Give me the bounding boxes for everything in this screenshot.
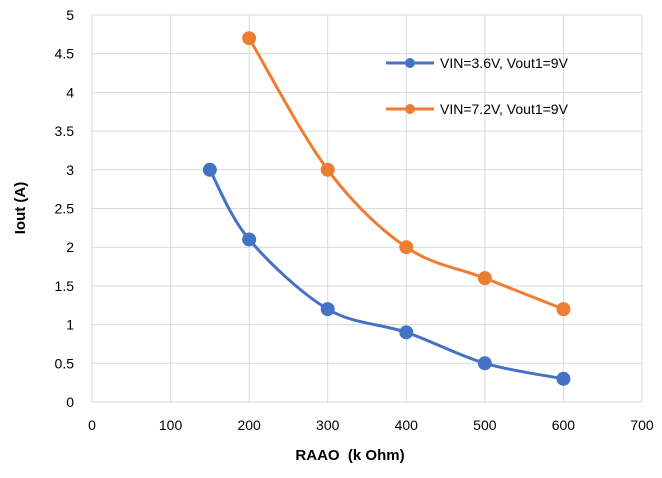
x-tick-label: 400 [395, 417, 419, 433]
x-axis-ticks: 0 100 200 300 400 500 600 700 [88, 417, 654, 433]
series-line [208, 168, 565, 381]
x-tick-label: 500 [473, 417, 497, 433]
y-tick-label: 0.5 [55, 355, 75, 371]
data-point [477, 356, 492, 371]
x-tick-label: 700 [630, 417, 654, 433]
y-tick-label: 2.5 [55, 201, 75, 217]
data-point [320, 162, 335, 177]
data-point [242, 31, 257, 46]
y-tick-label: 2 [66, 239, 74, 255]
y-tick-label: 4 [66, 84, 74, 100]
legend-label: VIN=3.6V, Vout1=9V [440, 55, 569, 71]
data-point [320, 302, 335, 317]
data-point [399, 325, 414, 340]
x-tick-label: 600 [552, 417, 576, 433]
legend-entry: VIN=3.6V, Vout1=9V [386, 55, 569, 71]
y-tick-label: 3 [66, 162, 74, 178]
data-point [399, 240, 414, 255]
y-axis-ticks: 0 0.5 1 1.5 2 2.5 3 3.5 4 4.5 5 [55, 7, 75, 410]
y-tick-label: 4.5 [55, 46, 75, 62]
legend-marker [405, 104, 415, 114]
x-tick-label: 300 [316, 417, 340, 433]
data-point [477, 271, 492, 286]
y-tick-label: 1 [66, 317, 74, 333]
grid-lines [91, 14, 643, 403]
x-tick-label: 100 [159, 417, 183, 433]
y-tick-label: 5 [66, 7, 74, 23]
x-tick-label: 0 [88, 417, 96, 433]
legend-marker [405, 58, 415, 68]
series-1 [202, 162, 571, 386]
series-2 [242, 31, 571, 317]
y-axis-label: Iout (A) [12, 182, 29, 234]
x-axis-label: RAAO (k Ohm) [295, 447, 404, 464]
legend-label: VIN=7.2V, Vout1=9V [440, 101, 569, 117]
y-tick-label: 1.5 [55, 278, 75, 294]
y-tick-label: 0 [66, 394, 74, 410]
legend-entry: VIN=7.2V, Vout1=9V [386, 101, 569, 117]
series-line [247, 36, 565, 311]
legend: VIN=3.6V, Vout1=9V VIN=7.2V, Vout1=9V [386, 55, 569, 117]
data-point [242, 232, 257, 247]
data-point [202, 162, 217, 177]
series-layer [202, 31, 571, 386]
x-tick-label: 200 [237, 417, 261, 433]
data-point [556, 371, 571, 386]
y-tick-label: 3.5 [55, 123, 75, 139]
data-point [556, 302, 571, 317]
